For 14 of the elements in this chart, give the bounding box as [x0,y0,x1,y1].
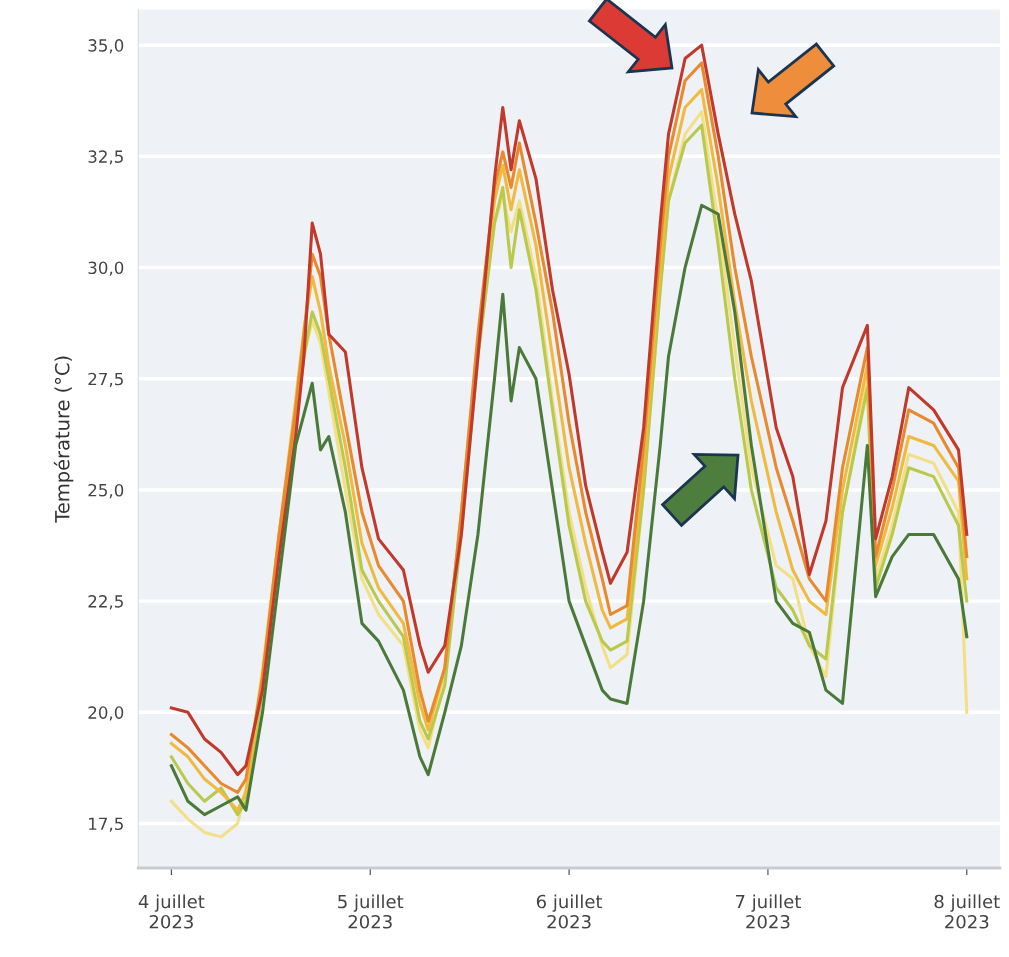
y-tick-label: 32,5 [88,150,123,165]
y-tick-label: 30,0 [88,261,124,276]
y-axis-title: Température (°C) [53,356,74,523]
x-tick-label: 7 juillet 2023 [735,894,801,929]
y-tick-label: 20,0 [88,706,124,721]
y-tick-label: 17,5 [89,817,123,832]
y-tick-label: 35,0 [88,39,124,54]
y-tick-label: 25,0 [88,483,124,499]
x-tick-label: 8 juillet 2023 [934,894,1000,929]
y-tick-label: 22,5 [88,595,123,610]
y-tick-label: 27,5 [88,372,123,388]
x-tick-label: 5 juillet 2023 [338,894,404,929]
x-tick-label: 6 juillet 2023 [536,894,603,929]
x-tick-label: 4 juillet 2023 [138,894,205,929]
